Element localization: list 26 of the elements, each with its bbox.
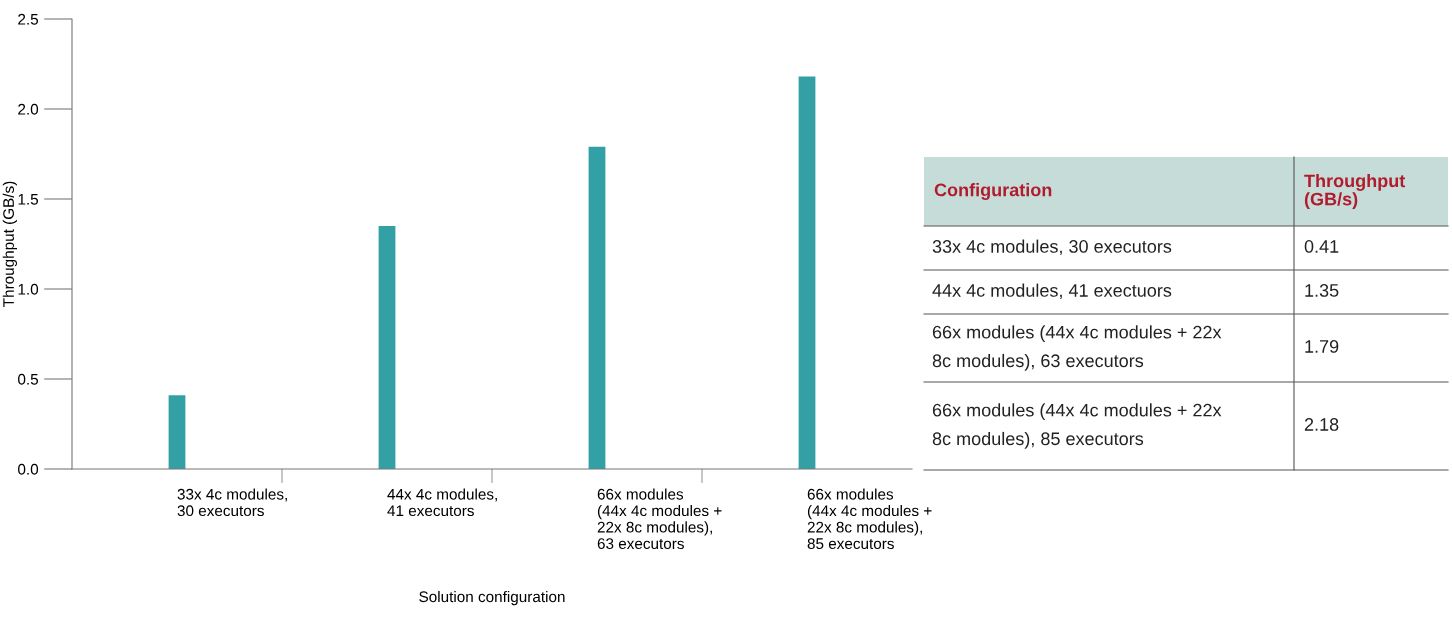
text: 66x modules (44x 4c modules + 22x 8c modules), 85 executors (932, 403, 1222, 449)
x-tick-label: 66x modules (44x 4c modules + 22x 8c modules), 85 executors (807, 488, 932, 550)
text: 44x 4c modules, 41 exectuors (932, 283, 1172, 299)
bar (168, 395, 186, 469)
y-tick-label: 2.5 (18, 13, 39, 25)
x-tick-label: 44x 4c modules, 41 executors (387, 488, 497, 517)
y-tick-label: 0.0 (18, 463, 39, 475)
y-tick-label: 1.0 (18, 283, 39, 295)
y-axis-title: Throughput (GB/s) (2, 181, 17, 307)
bar (588, 146, 606, 469)
text: 1.35 (1305, 284, 1339, 297)
text: 2.18 (1304, 418, 1339, 431)
bar (378, 226, 396, 469)
text: Throughput (GB/s) (1304, 173, 1406, 210)
text: 0.41 (1304, 240, 1339, 253)
text: Configuration (934, 183, 1052, 200)
bar (798, 76, 816, 469)
x-tick-label: 33x 4c modules, 30 executors (177, 488, 287, 517)
y-tick-label: 1.5 (18, 194, 39, 205)
text: 66x modules (44x 4c modules + 22x 8c modules), 63 executors (932, 325, 1222, 371)
y-tick-label: 0.5 (18, 373, 39, 385)
x-axis-title: Solution configuration (419, 590, 565, 606)
text: 1.79 (1305, 340, 1339, 353)
text: 33x 4c modules, 30 executors (932, 239, 1172, 255)
x-tick-label: 66x modules (44x 4c modules + 22x 8c modules), 63 executors (597, 488, 722, 550)
y-tick-label: 2.0 (18, 103, 39, 115)
